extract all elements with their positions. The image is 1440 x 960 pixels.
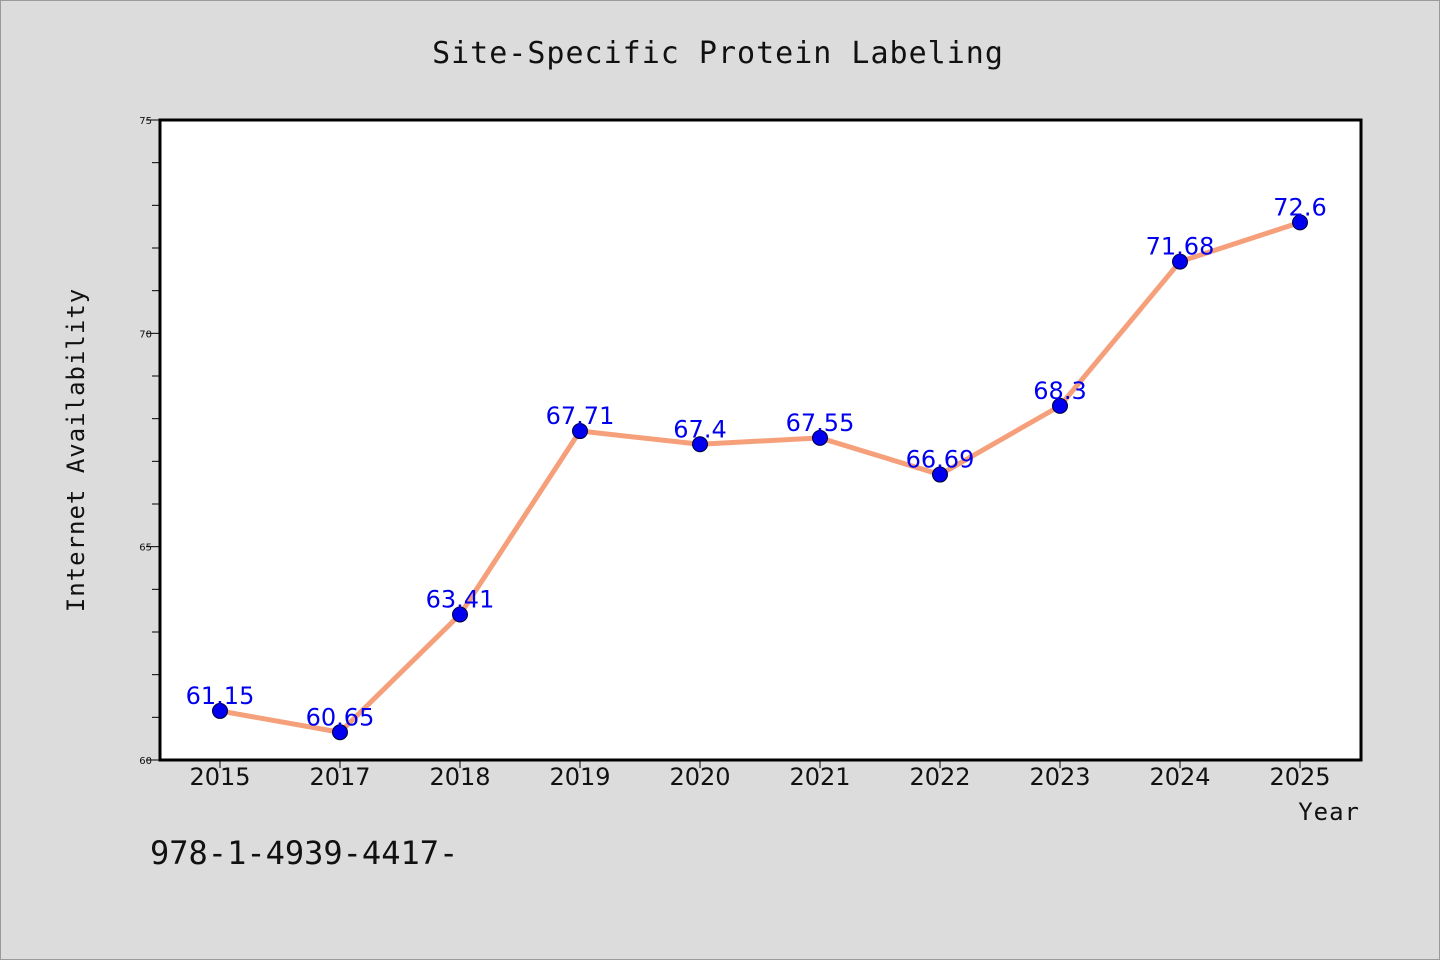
- data-label: 67.55: [786, 409, 855, 437]
- y-tick-label: 75: [139, 116, 152, 127]
- x-tick-label: 2017: [309, 763, 370, 791]
- y-tick-label: 70: [139, 329, 152, 340]
- data-point: [1052, 397, 1068, 414]
- x-tick-label: 2025: [1269, 763, 1330, 791]
- data-label: 71.68: [1146, 233, 1215, 261]
- data-label: 67.71: [546, 402, 615, 430]
- x-tick-label: 2023: [1029, 763, 1090, 791]
- x-tick-label: 2024: [1149, 763, 1210, 791]
- y-axis: 60 65 70 75: [139, 116, 160, 767]
- data-point: [332, 724, 348, 741]
- data-point: [1172, 253, 1188, 270]
- data-label: 66.69: [906, 446, 975, 474]
- x-axis-label: Year: [1298, 798, 1360, 826]
- y-tick-label: 60: [139, 756, 152, 767]
- x-tick-label: 2021: [789, 763, 850, 791]
- series-layer: [212, 214, 1308, 741]
- data-label: 63.41: [426, 586, 495, 614]
- x-tick-label: 2015: [189, 763, 250, 791]
- x-tick-label: 2022: [909, 763, 970, 791]
- x-tick-label: 2019: [549, 763, 610, 791]
- x-tick-label: 2018: [429, 763, 490, 791]
- data-label: 67.4: [673, 415, 726, 443]
- data-point: [452, 606, 468, 623]
- x-axis: 2015 2017 2018 2019 2020 2021 2022 2023 2024 2025: [189, 760, 1331, 791]
- y-axis-label: Internet Availability: [62, 288, 90, 612]
- series-line: [217, 219, 1303, 735]
- data-label-layer: 61.15 60.65 63.41 67.71 67.4 67.55 66.69 68.3 71…: [186, 193, 1327, 731]
- data-label: 72.6: [1273, 193, 1326, 221]
- x-tick-label: 2020: [669, 763, 730, 791]
- data-point: [932, 466, 948, 483]
- data-point: [572, 423, 588, 440]
- data-label: 68.3: [1033, 377, 1086, 405]
- data-point: [812, 429, 828, 446]
- data-point: [692, 436, 708, 453]
- footer-text: 978-1-4939-4417-: [150, 834, 458, 872]
- data-label: 60.65: [306, 703, 375, 731]
- chart-title: Site-Specific Protein Labeling: [432, 36, 1004, 71]
- y-tick-label: 65: [139, 543, 152, 554]
- data-label: 61.15: [186, 682, 255, 710]
- data-point: [1292, 214, 1308, 231]
- data-point: [212, 702, 228, 719]
